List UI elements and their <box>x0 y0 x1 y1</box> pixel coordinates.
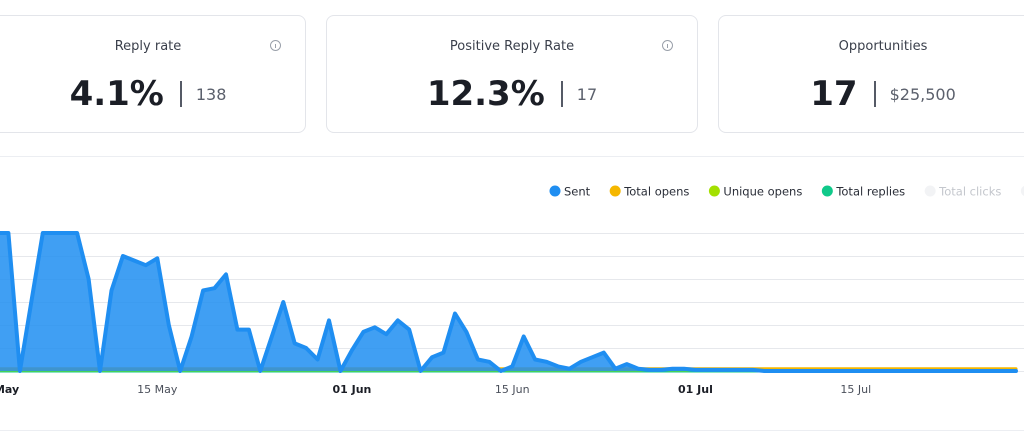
card-value-row: 12.3% 17 <box>327 74 697 114</box>
x-tick-label: 01 May <box>0 383 19 396</box>
card-value-row: 17 $25,500 <box>719 74 1024 114</box>
card-value: 4.1% <box>69 74 164 114</box>
x-tick-label: 01 Jul <box>678 383 713 396</box>
x-tick-label: 15 May <box>137 383 178 396</box>
stat-card: Reply rate 4.1% 138 <box>0 15 306 133</box>
card-value: 17 <box>810 74 858 114</box>
card-secondary: $25,500 <box>889 84 956 104</box>
stat-card: Positive Reply Rate 12.3% 17 <box>326 15 698 133</box>
card-title: Positive Reply Rate <box>449 39 575 54</box>
card-value-row: 4.1% 138 <box>0 74 305 114</box>
legend-marker <box>609 185 621 197</box>
info-icon <box>662 40 673 51</box>
legend-label: Total replies <box>835 185 905 199</box>
x-tick-label: 15 Jun <box>495 383 530 396</box>
card-secondary: 17 <box>576 84 598 104</box>
legend-label: Total clicks <box>938 185 1001 199</box>
divider <box>179 81 182 107</box>
legend-marker <box>821 185 833 197</box>
legend-marker <box>708 185 720 197</box>
legend-marker <box>549 185 561 197</box>
area-fill <box>0 233 1017 371</box>
legend-marker <box>1020 186 1024 196</box>
legend-label: Unique opens <box>723 185 802 199</box>
card-title: Opportunities <box>838 39 928 54</box>
legend-label: Sent <box>564 185 591 199</box>
card-title: Reply rate <box>114 39 182 54</box>
series-line <box>0 231 1018 373</box>
info-icon <box>270 40 281 51</box>
card-value: 12.3% <box>426 74 545 114</box>
card-secondary: 138 <box>195 84 227 104</box>
divider <box>560 81 563 107</box>
stat-card: Opportunities 17 $25,500 <box>718 15 1024 133</box>
divider <box>873 81 876 107</box>
x-tick-label: 01 Jun <box>332 383 371 396</box>
legend-label: Total opens <box>623 185 689 199</box>
x-tick-label: 15 Jul <box>840 383 871 396</box>
legend-marker <box>924 185 936 197</box>
